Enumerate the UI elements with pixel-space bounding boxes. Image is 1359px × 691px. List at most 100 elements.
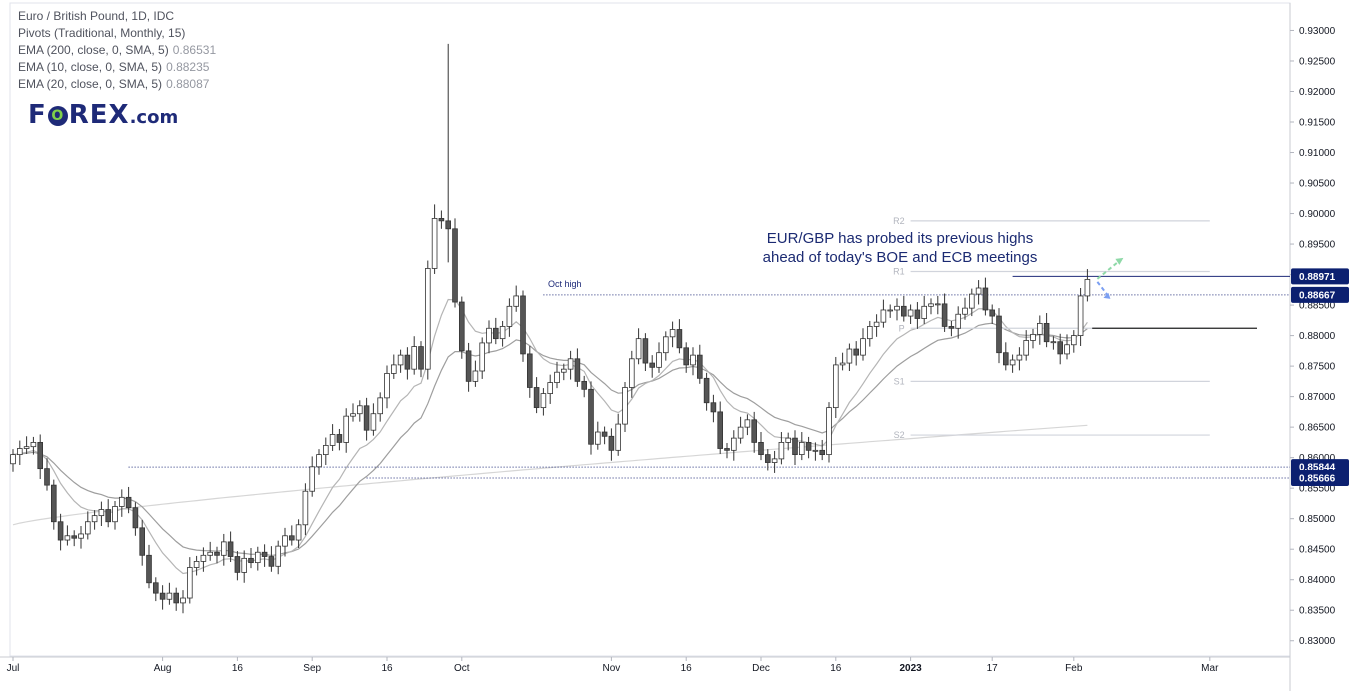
candle-body	[880, 309, 887, 323]
ema20-value: 0.88087	[166, 77, 210, 91]
candle	[649, 355, 655, 378]
time-tick-label: 16	[681, 663, 693, 674]
price-tick-label: 0.91000	[1299, 148, 1336, 159]
candle-body	[146, 554, 152, 584]
price-label-bg	[1291, 470, 1349, 487]
candle-body	[343, 415, 349, 443]
time-tick-label: 2023	[899, 663, 922, 674]
candle-body	[873, 321, 880, 327]
price-tick-label: 0.84500	[1299, 545, 1336, 556]
candle	[969, 288, 975, 317]
candle	[180, 590, 186, 614]
candle	[44, 458, 50, 491]
candle-body	[193, 561, 200, 568]
candle	[758, 432, 764, 461]
candle-body	[588, 388, 594, 445]
candle	[384, 365, 390, 409]
ema10-label: EMA (10, close, 0, SMA, 5)	[18, 60, 163, 74]
time-tick-label: Mar	[1201, 663, 1219, 674]
candle-body	[751, 419, 757, 443]
candle-body	[996, 315, 1002, 354]
candle-body	[241, 557, 248, 573]
candle	[139, 519, 146, 566]
candle	[288, 525, 295, 546]
candle	[962, 297, 968, 320]
price-label: 0.85844	[1299, 463, 1336, 474]
candle	[540, 388, 547, 416]
candle	[397, 349, 404, 373]
candle-body	[268, 556, 275, 567]
candle	[751, 411, 757, 453]
candle-body	[207, 551, 214, 556]
candle-body	[935, 303, 941, 306]
candle	[547, 374, 553, 404]
candle-body	[85, 521, 91, 535]
ema200-legend: EMA (200, close, 0, SMA, 5) 0.86531	[18, 42, 216, 59]
ema10-value: 0.88235	[166, 60, 210, 74]
candle-body	[676, 329, 683, 349]
candle-body	[282, 535, 288, 547]
candle-body	[377, 397, 383, 415]
candle-body	[948, 326, 955, 329]
candle	[214, 546, 220, 564]
candle-body	[629, 358, 635, 388]
candle-body	[615, 423, 621, 451]
candle	[894, 298, 900, 321]
candle	[322, 437, 329, 465]
candle	[261, 544, 268, 567]
candle	[703, 372, 710, 411]
candle-body	[581, 380, 587, 390]
candle	[241, 550, 248, 583]
candle	[132, 502, 139, 536]
candle	[683, 342, 689, 373]
candle-body	[887, 309, 893, 312]
price-tick-label: 0.92000	[1299, 87, 1336, 98]
candle-body	[125, 496, 132, 509]
candle-body	[1043, 322, 1050, 343]
candle-body	[737, 426, 744, 439]
candle	[921, 295, 927, 325]
price-tick-label: 0.85500	[1299, 484, 1336, 495]
candle-body	[261, 551, 268, 557]
candle	[1064, 334, 1070, 360]
candle	[1057, 333, 1064, 365]
candle	[622, 381, 628, 433]
candle-body	[697, 354, 703, 379]
forex-logo: F O REX.com	[28, 100, 178, 130]
candle-body	[329, 434, 336, 446]
candle	[418, 341, 424, 378]
price-tick-label: 0.88000	[1299, 331, 1336, 342]
candle	[567, 350, 574, 380]
price-tick-label: 0.83000	[1299, 636, 1336, 647]
candle-body	[962, 307, 968, 315]
candle	[220, 533, 227, 566]
candle	[907, 304, 914, 325]
candle	[656, 342, 662, 373]
pivot-label-s2: S2	[894, 430, 905, 440]
candle-body	[356, 405, 363, 415]
price-tick-label: 0.89500	[1299, 240, 1336, 251]
candle	[363, 397, 370, 441]
pivot-label-p: P	[899, 323, 905, 333]
candle-body	[819, 449, 825, 456]
candle	[268, 546, 275, 572]
candle-body	[458, 301, 465, 352]
candle-body	[1030, 333, 1036, 341]
candle	[37, 434, 43, 480]
candle-body	[989, 309, 995, 317]
candle	[520, 290, 526, 362]
candle-body	[1057, 341, 1064, 355]
candle-body	[901, 305, 907, 317]
price-tick-label: 0.86500	[1299, 423, 1336, 434]
candle	[826, 402, 832, 463]
candle	[16, 440, 23, 465]
candle-body	[975, 287, 982, 295]
chart-legend: Euro / British Pound, 1D, IDC Pivots (Tr…	[18, 8, 216, 93]
candle	[975, 280, 982, 305]
candle	[377, 392, 383, 422]
candle-body	[51, 484, 57, 523]
candle	[71, 530, 78, 547]
candle	[125, 486, 132, 514]
candle	[1077, 288, 1084, 346]
